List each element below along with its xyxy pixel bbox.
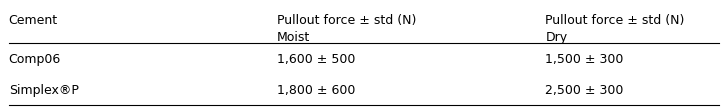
Text: 1,800 ± 600: 1,800 ± 600 bbox=[277, 84, 355, 97]
Text: 1,600 ± 500: 1,600 ± 500 bbox=[277, 53, 355, 66]
Text: 1,500 ± 300: 1,500 ± 300 bbox=[545, 53, 624, 66]
Text: Pullout force ± std (N)
Dry: Pullout force ± std (N) Dry bbox=[545, 14, 684, 44]
Text: Comp06: Comp06 bbox=[9, 53, 61, 66]
Text: Simplex®P: Simplex®P bbox=[9, 84, 79, 97]
Text: 2,500 ± 300: 2,500 ± 300 bbox=[545, 84, 624, 97]
Text: Cement: Cement bbox=[9, 14, 58, 27]
Text: Pullout force ± std (N)
Moist: Pullout force ± std (N) Moist bbox=[277, 14, 416, 44]
